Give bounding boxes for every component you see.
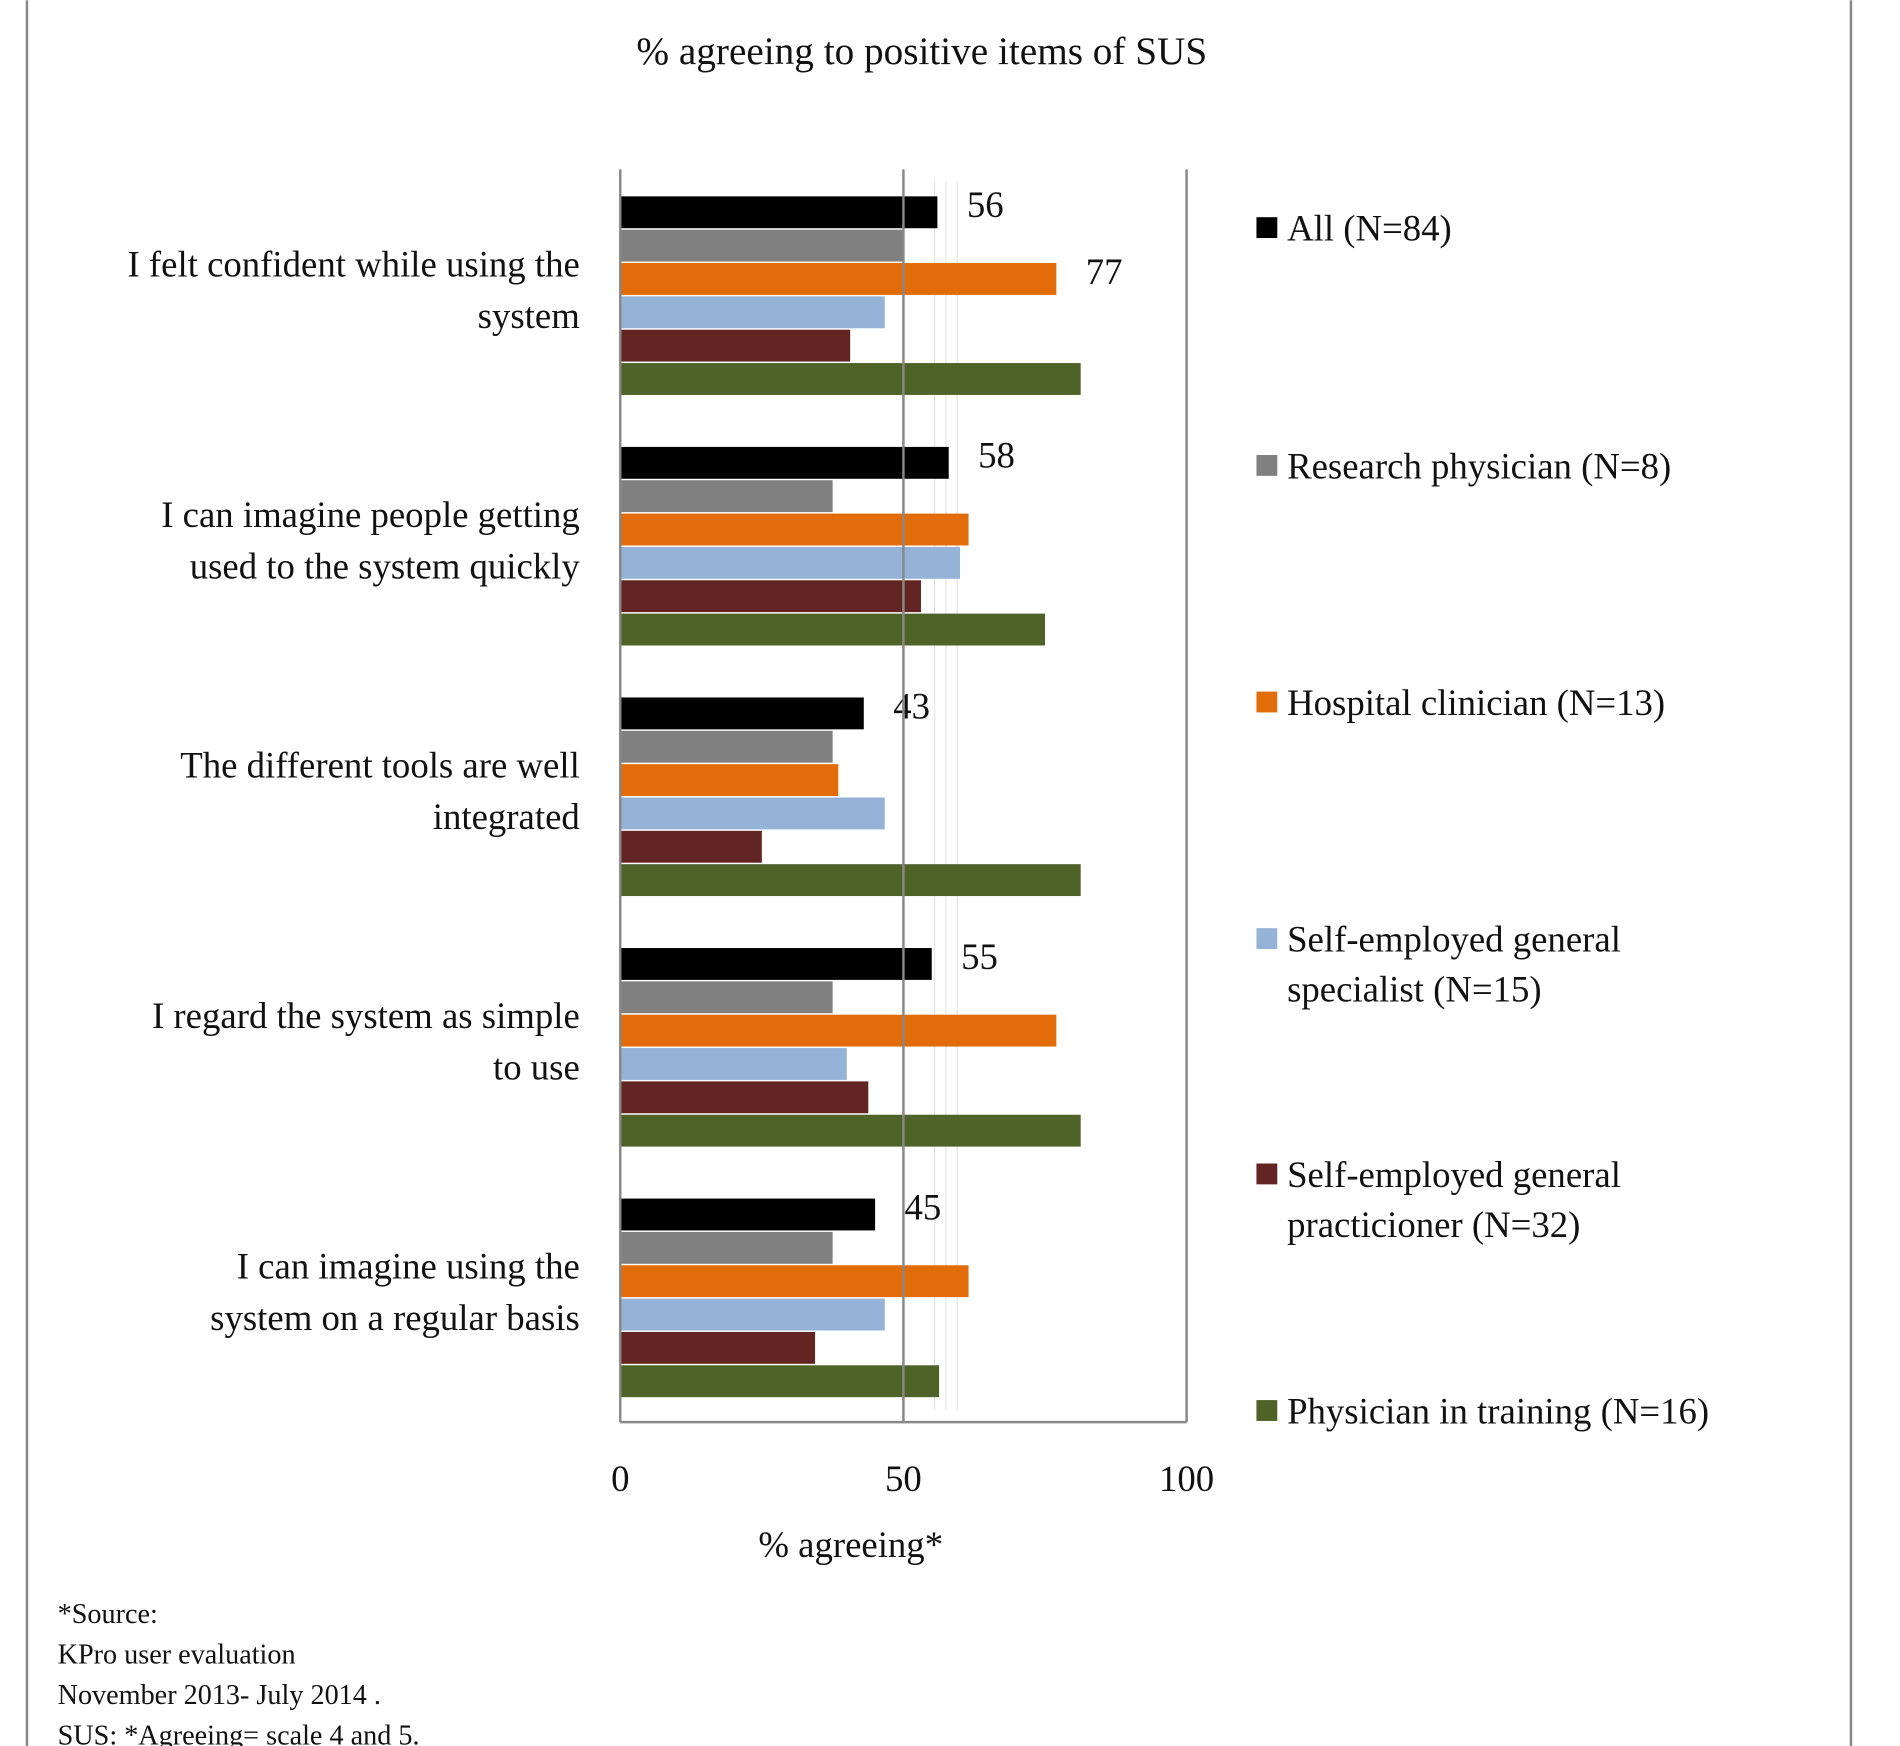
legend-swatch — [1256, 1163, 1278, 1185]
footnote-line: *Source: — [58, 1599, 158, 1630]
bar — [620, 480, 833, 513]
legend-label: specialist (N=15) — [1287, 969, 1542, 1010]
category-label-line: I regard the system as simple — [152, 995, 580, 1036]
bar — [620, 1198, 876, 1231]
legend-item: Self-employed general practicioner (N=32) — [1256, 1154, 1621, 1245]
bar — [620, 1265, 969, 1298]
bar — [620, 697, 864, 730]
footnote-line: November 2013- July 2014 . — [58, 1680, 381, 1711]
bar — [620, 296, 885, 329]
legend-item: Hospital clinician (N=13) — [1256, 682, 1665, 723]
category-label-line: system on a regular basis — [210, 1297, 580, 1338]
bar — [620, 513, 969, 546]
data-label: 77 — [1086, 251, 1123, 292]
footnote-line: SUS: *Agreeing= scale 4 and 5. — [58, 1721, 420, 1746]
bar — [620, 1365, 940, 1398]
bar — [620, 363, 1081, 395]
bar — [620, 1331, 816, 1364]
legend-swatch — [1256, 217, 1278, 239]
legend-item: Physician in training (N=16) — [1256, 1390, 1709, 1431]
bar — [620, 864, 1081, 897]
legend: All (N=84) Research physician (N=8) Hospit… — [1256, 207, 1709, 1431]
category-label-line: integrated — [433, 796, 580, 837]
category-label: I regard the system as simple to use — [152, 995, 580, 1087]
bar — [620, 1298, 885, 1331]
category-label-line: I felt confident while using the — [127, 243, 579, 284]
legend-item: All (N=84) — [1256, 207, 1452, 248]
x-tick-label: 100 — [1159, 1458, 1214, 1499]
legend-label: All (N=84) — [1287, 207, 1452, 248]
bar — [620, 546, 961, 579]
legend-label: practicioner (N=32) — [1287, 1204, 1580, 1245]
bar — [620, 830, 762, 863]
legend-swatch — [1256, 691, 1278, 713]
category-label-line: I can imagine people getting — [161, 494, 580, 535]
x-axis-label: % agreeing* — [758, 1524, 943, 1565]
legend-item: Self-employed general specialist (N=15) — [1256, 918, 1621, 1010]
bar — [620, 329, 851, 362]
legend-swatch — [1256, 1400, 1278, 1421]
x-tick-label: 50 — [885, 1458, 922, 1499]
category-label-line: used to the system quickly — [190, 545, 581, 586]
data-label: 56 — [967, 184, 1004, 225]
data-label: 43 — [893, 685, 930, 726]
category-label: I can imagine using the system on a regul… — [210, 1245, 580, 1337]
legend-label: Self-employed general — [1287, 1154, 1621, 1195]
bar — [620, 1231, 833, 1264]
footnote: *Source: KPro user evaluation November 201… — [58, 1599, 420, 1746]
data-label: 55 — [961, 936, 998, 977]
category-label-line: system — [478, 295, 581, 336]
bar — [620, 730, 833, 763]
category-label-line: The different tools are well — [180, 744, 580, 785]
plot-area: I felt confident while using the system 56… — [127, 169, 1214, 1499]
chart-title: % agreeing to positive items of SUS — [636, 30, 1207, 73]
bar — [620, 948, 932, 980]
legend-item: Research physician (N=8) — [1256, 445, 1671, 486]
x-tick-label: 0 — [611, 1458, 629, 1499]
category-label: I felt confident while using the system — [127, 243, 580, 335]
legend-swatch — [1256, 455, 1278, 476]
bar — [620, 613, 1045, 646]
bar — [620, 1048, 847, 1080]
data-label: 58 — [978, 435, 1015, 476]
category-label-line: I can imagine using the — [237, 1245, 580, 1286]
data-label: 45 — [905, 1186, 942, 1227]
category-label: I can imagine people getting used to the … — [161, 494, 580, 586]
bar — [620, 580, 921, 613]
legend-label: Hospital clinician (N=13) — [1287, 682, 1665, 723]
legend-label: Research physician (N=8) — [1287, 445, 1671, 486]
bar — [620, 981, 833, 1014]
bar — [620, 1014, 1057, 1047]
legend-swatch — [1256, 928, 1278, 949]
bar — [620, 1081, 869, 1114]
legend-label: Self-employed general — [1287, 918, 1621, 959]
footnote-line: KPro user evaluation — [58, 1640, 296, 1671]
bar — [620, 797, 885, 830]
bar — [620, 446, 949, 479]
bar — [620, 1114, 1081, 1147]
bar — [620, 764, 839, 797]
legend-label: Physician in training (N=16) — [1287, 1390, 1709, 1431]
bar — [620, 263, 1057, 295]
category-label-line: to use — [493, 1046, 580, 1087]
bar — [620, 229, 904, 262]
category-label: The different tools are well integrated — [180, 744, 580, 836]
bar — [620, 196, 938, 229]
